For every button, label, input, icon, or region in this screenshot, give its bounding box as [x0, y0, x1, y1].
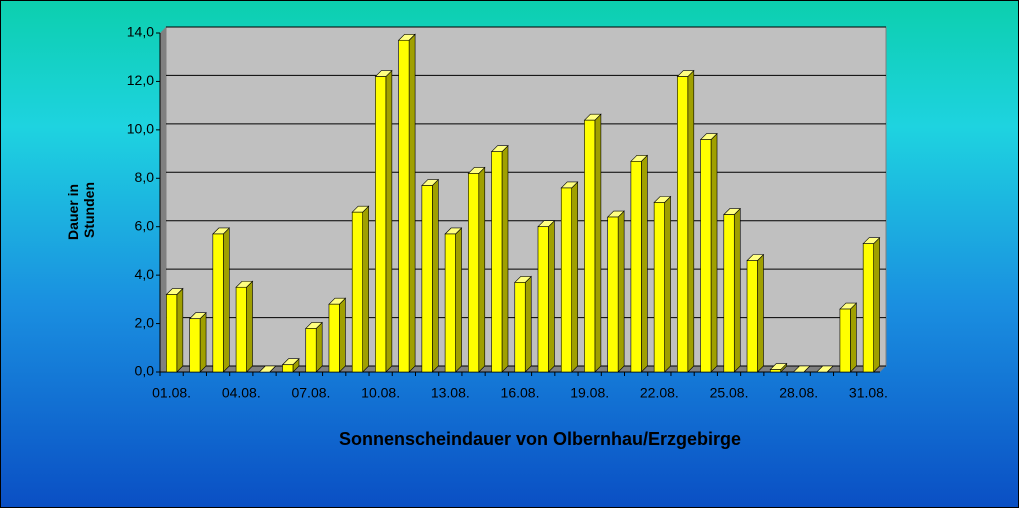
x-tick-label: 04.08.: [222, 385, 261, 401]
bar: [700, 139, 712, 373]
bar: [584, 119, 596, 373]
bar: [468, 173, 480, 373]
bar: [166, 294, 178, 373]
bar: [421, 185, 433, 373]
bar-side: [710, 132, 718, 373]
x-tick-label: 31.08.: [849, 385, 888, 401]
bar: [212, 233, 224, 373]
bar-side: [733, 207, 741, 373]
bar: [746, 260, 758, 373]
y-axis-label-line: Stunden: [81, 182, 97, 238]
bar-side: [617, 210, 625, 373]
bar: [862, 243, 874, 373]
x-tick-label: 28.08.: [779, 385, 818, 401]
bar-side: [478, 166, 486, 373]
bar: [537, 226, 549, 373]
bar: [723, 214, 735, 373]
bar-side: [385, 69, 393, 373]
bar-side: [501, 144, 509, 373]
y-tick-label: 10,0: [127, 121, 154, 137]
y-tick-label: 6,0: [135, 217, 155, 233]
x-tick-label: 01.08.: [152, 385, 191, 401]
bar: [769, 369, 782, 373]
y-tick-label: 4,0: [135, 266, 155, 282]
bar: [607, 216, 619, 373]
bar-top: [792, 365, 811, 373]
bar: [351, 211, 363, 373]
y-axis-label-line: Dauer in: [65, 184, 81, 240]
bar-side: [873, 236, 880, 373]
bar-side: [524, 275, 532, 373]
bar-side: [687, 69, 695, 373]
y-tick-label: 0,0: [135, 363, 155, 379]
x-tick-label: 13.08.: [431, 385, 470, 401]
x-tick-label: 07.08.: [291, 385, 330, 401]
bar-side: [199, 312, 207, 373]
bar-side: [176, 287, 184, 373]
y-tick-label: 2,0: [135, 314, 155, 330]
bar-side: [222, 227, 230, 373]
bar: [235, 286, 247, 373]
bar: [282, 364, 294, 373]
bar-side: [548, 219, 555, 373]
bar: [653, 202, 665, 373]
bar-side: [432, 178, 439, 373]
bar: [514, 282, 526, 373]
bar-side: [850, 302, 857, 373]
chart-title: Sonnenscheindauer von Olbernhau/Erzgebir…: [339, 429, 741, 449]
x-tick-label: 22.08.: [640, 385, 679, 401]
bar-side: [641, 154, 648, 373]
bar-side: [315, 321, 323, 373]
bar-side: [664, 195, 671, 373]
y-axis-label: Dauer in Stunden: [65, 180, 97, 240]
bar: [839, 308, 851, 373]
bar-top: [258, 365, 277, 373]
x-tick-label: 19.08.: [570, 385, 609, 401]
y-tick-label: 14,0: [127, 24, 154, 40]
bar: [560, 187, 572, 373]
bar: [630, 161, 642, 373]
bar-side: [362, 205, 369, 373]
bar: [305, 328, 317, 373]
bar-side: [246, 280, 253, 373]
bar-side: [455, 227, 462, 373]
side-wall: [160, 27, 166, 372]
bar-top: [815, 365, 834, 373]
bar-side: [757, 253, 764, 373]
bar: [491, 151, 503, 373]
x-tick-label: 25.08.: [710, 385, 749, 401]
bar: [328, 303, 340, 373]
bar-side: [571, 181, 578, 373]
x-tick-label: 10.08.: [361, 385, 400, 401]
bar: [189, 318, 201, 373]
y-tick-label: 8,0: [135, 169, 155, 185]
y-tick-label: 12,0: [127, 72, 154, 88]
bar-side: [339, 297, 346, 373]
bar: [444, 233, 456, 373]
bar-side: [594, 113, 602, 373]
bar: [375, 76, 387, 373]
bar: [677, 76, 689, 373]
bar: [398, 39, 410, 373]
bar-side: [408, 33, 416, 373]
x-tick-label: 16.08.: [501, 385, 540, 401]
